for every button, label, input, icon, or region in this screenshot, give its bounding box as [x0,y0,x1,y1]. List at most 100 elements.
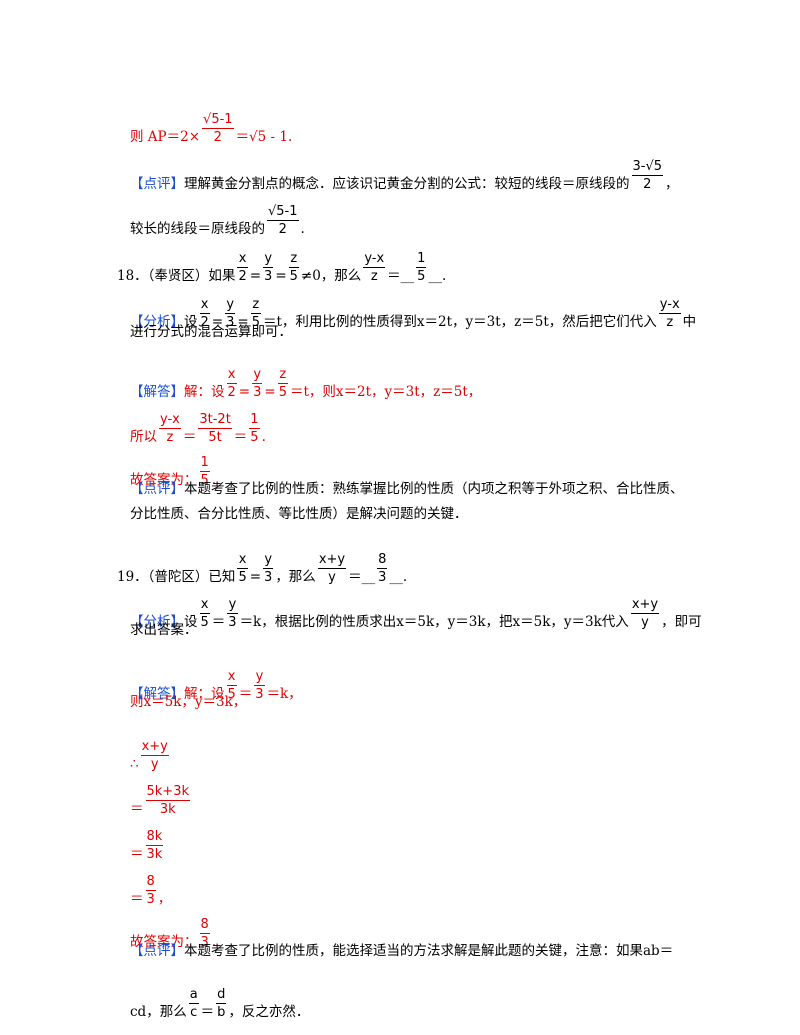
text-run: ＝__ [348,569,376,585]
text-run: ，即可 [661,614,702,630]
text-run: ＝ [233,429,248,445]
numerator: x [226,669,237,686]
fraction: x+y y [140,738,169,773]
section-tag: 【点评】 [130,481,184,497]
denominator: 2 [213,130,222,145]
numerator: 8 [145,874,156,891]
numerator: y-x [159,412,181,429]
text-run: 本题考查了比例的性质，能选择适当的方法求解是解此题的关键，注意：如果ab＝ [184,943,674,959]
text-run: ＝t，利用比例的性质得到x＝2t，y＝3t，z＝5t，然后把它们代入 [262,314,657,330]
numerator: x+y [140,739,169,756]
denominator: 3 [378,570,387,585]
text-run: __. [428,268,447,284]
text-run: ＝k， [266,686,302,702]
text-run: 所以 [130,429,157,445]
section-tag: 【解答】 [130,384,184,400]
text-line: ＝ 5k+3k 3k [130,783,192,818]
text-run: ＝k，根据比例的性质求出x＝5k，y＝3k，把x＝5k，y＝3k代入 [239,614,629,630]
text-line: cd，那么 a c ＝ d b ，反之亦然． [130,986,309,1021]
numerator: y [252,367,263,384]
section-tag: 【点评】 [130,943,184,959]
text-run: 18．（奉贤区）如果 [117,268,236,284]
fraction: √5-1 2 [202,111,234,146]
text-run: ， [157,891,172,907]
text-run: 故答案为： [130,934,198,950]
fraction: y-x z [658,296,681,331]
numerator: 3t-2t [198,412,232,429]
text-line: ＝ 8 3， [130,873,171,908]
numerator: y-x [658,297,681,314]
numerator: y [263,552,274,569]
text-line: ＝ 8k 3k [130,828,165,863]
numerator: √5-1 [267,204,299,221]
fraction: √5-1 2 [267,203,299,238]
text-line: 【点评】理解黄金分割点的概念．应该识记黄金分割的公式：较短的线段＝原线段的 3-√… [130,158,679,193]
text-run: 中 [682,314,697,330]
text-run: = [237,314,249,330]
denominator: 2 [227,385,236,400]
denominator: 5 [278,385,287,400]
text-line: ∴ x+y y [130,738,171,773]
fraction: 8k 3k [145,828,164,863]
text-run: ，那么 [275,569,316,585]
text-run: ＝ [211,614,226,630]
numerator: z [288,251,299,268]
text-run: 则x＝5k，y＝3k， [130,694,247,710]
text-run: cd，那么 [130,1004,187,1020]
denominator: 2 [200,315,209,330]
denominator: 5 [227,687,236,702]
text-run: ，反之亦然． [228,1004,310,1020]
numerator: y [225,297,236,314]
fraction: 3-√5 2 [631,158,664,193]
text-run: 进行分式的混合运算即可． [130,324,292,340]
fraction: y-x z [363,250,386,285]
text-run: ≠0，那么 [300,268,362,284]
text-line: 故答案为： 8 3. [130,916,216,951]
numerator: 1 [199,455,210,472]
text-run: ∴ [130,756,139,772]
numerator: 3-√5 [631,159,664,176]
denominator: y [150,757,159,772]
numerator: 8k [145,829,164,846]
text-run: . [300,221,305,237]
text-run: ＝t，则x＝2t，y＝3t，z＝5t， [289,384,482,400]
numerator: z [250,297,261,314]
text-line: 【分析】设 x 2 = y 3 = z 5 ＝t，利用比例的性质得到x＝2t，y＝3t，z＝5t，… [130,296,696,331]
section-tag: 【点评】 [130,176,184,192]
text-run: 较长的线段＝原线段的 [130,221,265,237]
denominator: 3k [146,847,163,862]
numerator: 8 [377,552,388,569]
denominator: 5 [250,430,259,445]
text-line: 则x＝5k，y＝3k， [130,693,246,711]
numerator: y [263,251,274,268]
numerator: z [277,367,288,384]
denominator: 2 [278,222,287,237]
text-run: 解：设 [184,686,225,702]
text-run: ＝ [238,686,253,702]
text-run: 则 AP＝2× [130,129,201,145]
text-line: 求出答案． [130,621,198,639]
text-line: 较长的线段＝原线段的 √5-1 2. [130,203,305,238]
denominator: 3 [264,269,273,284]
text-run: = [249,268,262,284]
text-run: = [264,384,276,400]
section-tag: 【分析】 [130,314,184,330]
text-run: 理解黄金分割点的概念．应该识记黄金分割的公式：较短的线段＝原线段的 [184,176,630,192]
denominator: 2 [238,269,247,284]
numerator: √5-1 [202,112,234,129]
numerator: y [227,597,238,614]
denominator: 3 [228,615,237,630]
numerator: x+y [630,597,660,614]
